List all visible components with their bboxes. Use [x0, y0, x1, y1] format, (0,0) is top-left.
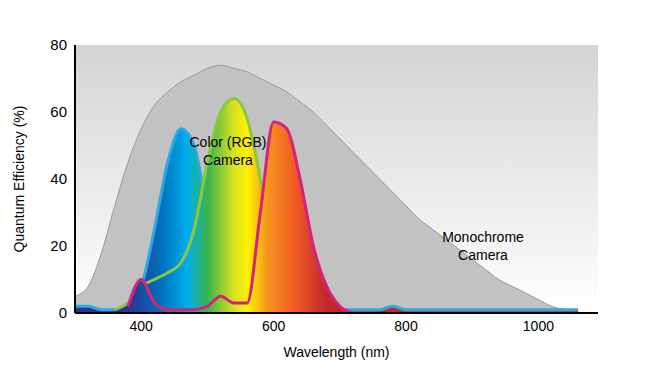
- html-text:Color (RGB): Color (RGB): [189, 134, 267, 150]
- svg-text:Quantum Efficiency (%): Quantum Efficiency (%): [11, 106, 27, 253]
- html-text:Camera: Camera: [203, 152, 253, 168]
- svg-text:800: 800: [394, 318, 418, 334]
- svg-text:600: 600: [262, 318, 286, 334]
- svg-text:Wavelength (nm): Wavelength (nm): [283, 344, 389, 360]
- svg-text:80: 80: [50, 36, 67, 53]
- html-text:Camera: Camera: [458, 247, 508, 263]
- svg-text:60: 60: [50, 103, 67, 120]
- svg-text:400: 400: [130, 318, 154, 334]
- svg-text:1000: 1000: [523, 318, 554, 334]
- svg-text:20: 20: [50, 237, 67, 254]
- svg-text:0: 0: [59, 304, 67, 321]
- svg-text:40: 40: [50, 170, 67, 187]
- html-text:Monochrome: Monochrome: [442, 229, 524, 245]
